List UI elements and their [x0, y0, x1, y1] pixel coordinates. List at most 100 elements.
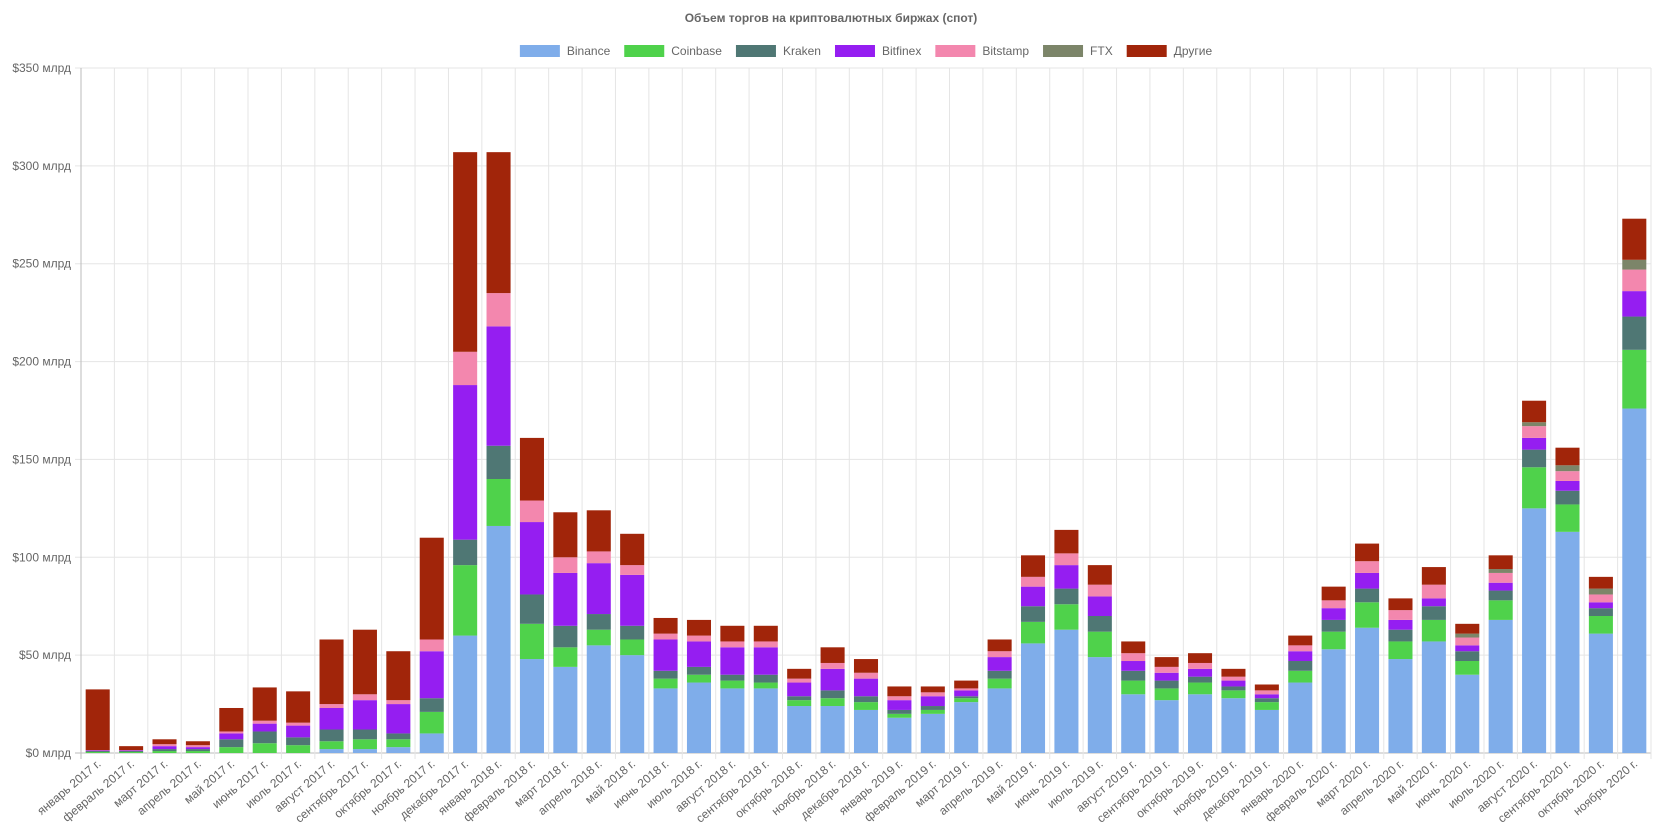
- bar-segment: [1254, 698, 1279, 703]
- bar-segment: [519, 594, 544, 624]
- bar-segment: [1288, 661, 1313, 671]
- legend-item[interactable]: Coinbase: [624, 44, 722, 58]
- bar-segment: [319, 639, 344, 705]
- bar-segment: [1154, 680, 1179, 689]
- bar-segment: [1288, 670, 1313, 683]
- bar-segment: [753, 647, 778, 675]
- bar-segment: [1588, 588, 1613, 595]
- bar-segment: [1254, 694, 1279, 699]
- bar-segment: [1421, 598, 1446, 607]
- bar-segment: [887, 717, 912, 753]
- bar-segment: [1455, 651, 1480, 662]
- bar-segment: [1488, 555, 1513, 570]
- bar-segment: [753, 688, 778, 753]
- legend-item[interactable]: Bitfinex: [834, 44, 921, 58]
- bar-segment: [653, 617, 678, 634]
- bar-segment: [820, 698, 845, 707]
- legend-item[interactable]: Binance: [519, 44, 611, 58]
- bar-segment: [1121, 661, 1146, 671]
- bar-segment: [1421, 619, 1446, 642]
- bar-segment: [553, 647, 578, 667]
- bar-segment: [152, 751, 177, 753]
- bar-segment: [820, 690, 845, 699]
- bar-segment: [586, 510, 611, 552]
- bar-segment: [1588, 633, 1613, 753]
- legend-swatch: [624, 45, 665, 57]
- bar-segment: [1555, 531, 1580, 753]
- bar-segment: [920, 713, 945, 753]
- bar-segment: [1121, 680, 1146, 695]
- bar-segment: [119, 752, 144, 753]
- legend-item[interactable]: FTX: [1043, 44, 1113, 58]
- bar-segment: [1221, 676, 1246, 681]
- bar-segment: [1154, 688, 1179, 701]
- bar-segment: [987, 688, 1012, 753]
- legend-item[interactable]: Bitstamp: [935, 44, 1029, 58]
- bar-segment: [620, 565, 645, 575]
- bar-segment: [185, 741, 210, 746]
- bar-segment: [887, 713, 912, 718]
- bar-segment: [720, 625, 745, 642]
- bar-segment: [152, 746, 177, 750]
- bar-segment: [486, 525, 511, 753]
- bar-segment: [252, 723, 277, 732]
- bar-segment: [1555, 471, 1580, 481]
- bar-segment: [753, 682, 778, 689]
- bar-segment: [453, 635, 478, 753]
- bar-segment: [1054, 553, 1079, 566]
- bar-segment: [954, 688, 979, 691]
- bar-segment: [1254, 702, 1279, 710]
- legend-swatch: [735, 45, 776, 57]
- bar-segment: [686, 682, 712, 753]
- bar-segment: [686, 641, 712, 667]
- bar-segment: [720, 688, 745, 753]
- bar-segment: [152, 749, 177, 752]
- bar-segment: [1321, 649, 1346, 753]
- legend-item[interactable]: Kraken: [735, 44, 821, 58]
- bar-segment: [586, 629, 611, 646]
- bar-segment: [853, 672, 879, 679]
- bar-segment: [486, 293, 511, 327]
- chart-title: Объем торгов на криптовалютных биржах (с…: [685, 11, 978, 25]
- bar-segment: [1622, 408, 1647, 753]
- bar-segment: [553, 625, 578, 648]
- bar-segment: [1488, 590, 1513, 601]
- bar-segment: [1054, 588, 1079, 605]
- bar-segment: [620, 574, 645, 626]
- bar-segment: [286, 691, 311, 723]
- y-tick-label: $350 млрд: [12, 61, 71, 75]
- bar-segment: [219, 731, 244, 734]
- bar-segment: [1321, 619, 1346, 632]
- bar-segment: [620, 625, 645, 640]
- bar-segment: [152, 739, 177, 745]
- bar-segment: [185, 745, 210, 748]
- bar-segment: [1087, 616, 1112, 632]
- bar-segment: [853, 659, 879, 673]
- bar-segment: [319, 707, 344, 730]
- bar-segment: [1522, 508, 1547, 753]
- bar-segment: [1588, 594, 1613, 603]
- bar-segment: [1522, 426, 1547, 438]
- legend-item[interactable]: Другие: [1126, 44, 1213, 58]
- bar-segment: [1522, 437, 1547, 450]
- bar-segment: [1455, 623, 1480, 634]
- bar-segment: [1588, 576, 1613, 589]
- bar-segment: [1288, 651, 1313, 662]
- bar-segment: [1488, 569, 1513, 573]
- bar-segment: [853, 696, 879, 703]
- bar-segment: [1221, 680, 1246, 687]
- bar-segment: [219, 733, 244, 740]
- bar-segment: [286, 737, 311, 746]
- bar-segment: [1488, 572, 1513, 583]
- bar-segment: [1321, 600, 1346, 609]
- bar-segment: [1488, 600, 1513, 620]
- bar-segment: [1221, 686, 1246, 691]
- bar-segment: [887, 709, 912, 714]
- bar-segment: [152, 744, 177, 747]
- bar-segment: [1121, 694, 1146, 753]
- bar-segment: [1087, 596, 1112, 616]
- bar-segment: [1188, 653, 1213, 663]
- grid: [75, 67, 1652, 759]
- bar-segment: [419, 651, 444, 699]
